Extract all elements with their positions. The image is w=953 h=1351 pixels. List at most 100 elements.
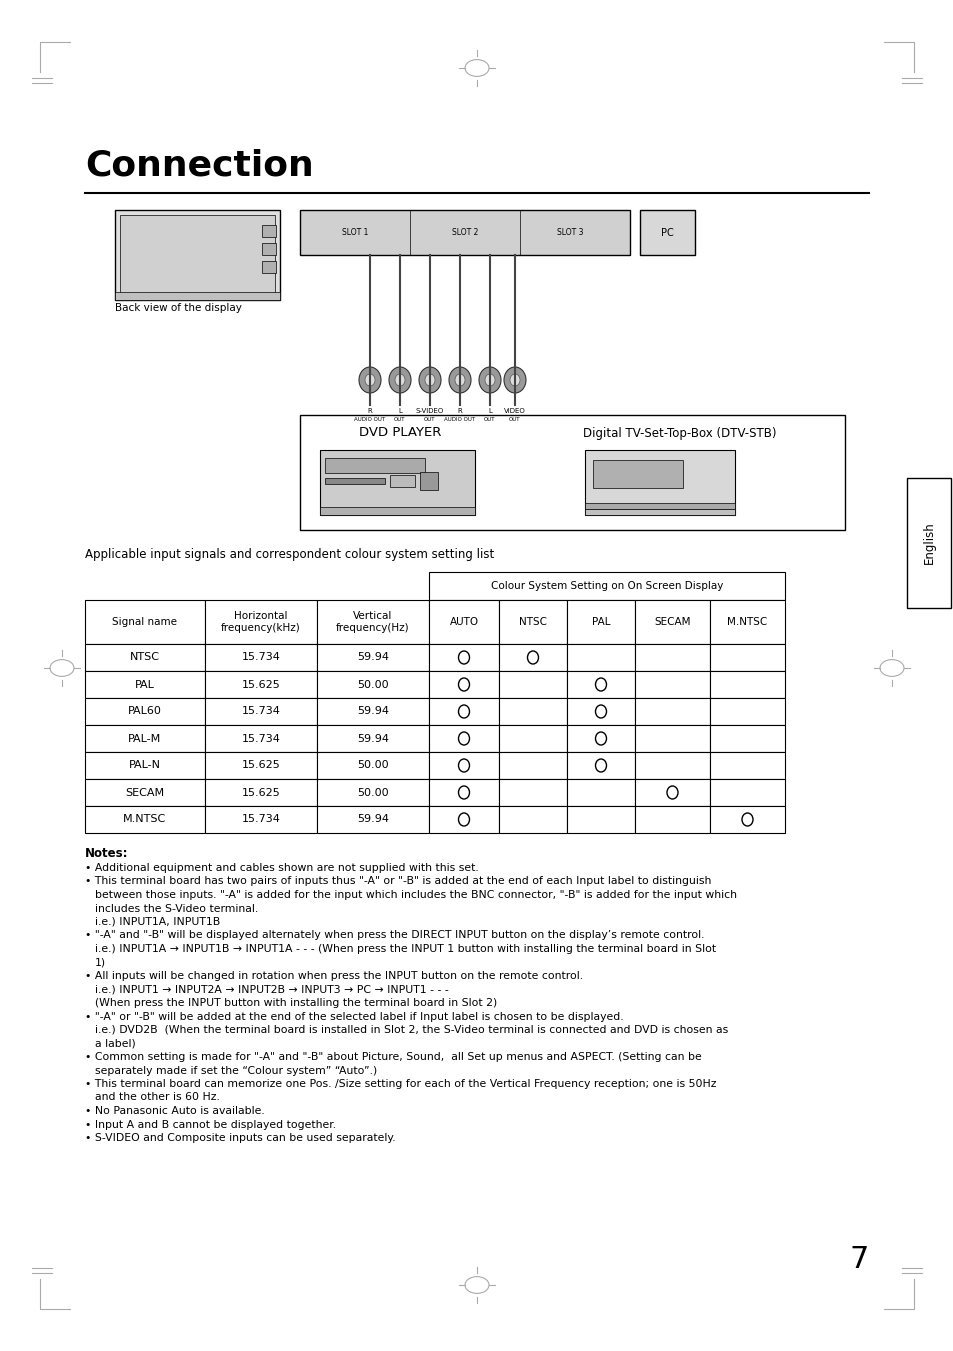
Text: L: L [488,408,492,413]
Text: • S-VIDEO and Composite inputs can be used separately.: • S-VIDEO and Composite inputs can be us… [85,1133,395,1143]
Ellipse shape [365,374,375,386]
Text: Digital TV-Set-Top-Box (DTV-STB): Digital TV-Set-Top-Box (DTV-STB) [582,427,776,439]
Text: English: English [922,521,935,565]
Bar [205,644,316,671]
Bar [498,780,566,807]
Bar [316,600,429,644]
Bar [85,753,205,780]
Bar [498,600,566,644]
Bar [498,725,566,753]
Bar [316,807,429,834]
Text: NTSC: NTSC [130,653,160,662]
Bar [709,671,784,698]
Bar [635,725,709,753]
Bar [325,478,385,484]
Bar [205,807,316,834]
Bar [566,725,635,753]
Text: i.e.) INPUT1A, INPUT1B: i.e.) INPUT1A, INPUT1B [95,917,220,927]
Bar [316,671,429,698]
Text: between those inputs. "-A" is added for the input which includes the BNC connect: between those inputs. "-A" is added for … [95,890,737,900]
Bar [205,780,316,807]
Text: AUDIO OUT: AUDIO OUT [444,417,475,422]
Text: i.e.) INPUT1A → INPUT1B → INPUT1A - - - (When press the INPUT 1 button with inst: i.e.) INPUT1A → INPUT1B → INPUT1A - - - … [95,944,716,954]
Bar [325,458,424,473]
Bar [566,671,635,698]
Ellipse shape [503,367,525,393]
Text: 15.734: 15.734 [241,653,280,662]
Bar [429,725,498,753]
Text: (When press the INPUT button with installing the terminal board in Slot 2): (When press the INPUT button with instal… [95,998,497,1008]
Ellipse shape [455,374,464,386]
Text: 1): 1) [95,958,106,967]
Bar [85,807,205,834]
Text: 15.734: 15.734 [241,815,280,824]
Text: • "-A" or "-B" will be added at the end of the selected label if Input label is : • "-A" or "-B" will be added at the end … [85,1012,623,1021]
Bar [316,725,429,753]
Text: R: R [367,408,372,413]
Bar [419,471,437,490]
Text: PAL-N: PAL-N [129,761,161,770]
Text: 15.734: 15.734 [241,707,280,716]
Bar [635,753,709,780]
Bar [635,780,709,807]
Bar [709,807,784,834]
Bar [566,644,635,671]
Text: Back view of the display: Back view of the display [115,303,242,313]
Text: Notes:: Notes: [85,847,129,861]
Text: PC: PC [660,227,673,238]
Text: Connection: Connection [85,149,314,182]
Bar [429,780,498,807]
Text: • Common setting is made for "-A" and "-B" about Picture, Sound,  all Set up men: • Common setting is made for "-A" and "-… [85,1052,701,1062]
Ellipse shape [449,367,471,393]
Text: R: R [457,408,462,413]
Text: 7: 7 [849,1246,868,1274]
Bar [429,600,498,644]
Text: OUT: OUT [394,417,405,422]
Text: i.e.) INPUT1 → INPUT2A → INPUT2B → INPUT3 → PC → INPUT1 - - -: i.e.) INPUT1 → INPUT2A → INPUT2B → INPUT… [95,985,448,994]
Ellipse shape [478,367,500,393]
Text: 50.00: 50.00 [356,680,389,689]
Text: • This terminal board can memorize one Pos. /Size setting for each of the Vertic: • This terminal board can memorize one P… [85,1079,716,1089]
Bar [115,292,280,300]
Bar [205,725,316,753]
Text: OUT: OUT [424,417,436,422]
Ellipse shape [395,374,405,386]
Bar [85,600,205,644]
Text: i.e.) DVD2B  (When the terminal board is installed in Slot 2, the S-Video termin: i.e.) DVD2B (When the terminal board is … [95,1025,727,1035]
Bar [299,209,629,255]
Bar [709,644,784,671]
Bar [262,226,275,236]
Text: and the other is 60 Hz.: and the other is 60 Hz. [95,1093,219,1102]
Bar [566,807,635,834]
Bar [566,698,635,725]
Bar [205,753,316,780]
Bar [429,671,498,698]
Bar [906,478,950,608]
Bar [635,807,709,834]
Text: S-VIDEO: S-VIDEO [416,408,444,413]
Ellipse shape [418,367,440,393]
Text: L: L [397,408,401,413]
Bar [584,503,734,509]
Text: includes the S-Video terminal.: includes the S-Video terminal. [95,904,258,913]
Ellipse shape [389,367,411,393]
Text: M.NTSC: M.NTSC [726,617,767,627]
Text: 59.94: 59.94 [356,815,389,824]
Bar [498,807,566,834]
Text: separately made if set the “Colour system” “Auto”.): separately made if set the “Colour syste… [95,1066,376,1075]
Bar [498,644,566,671]
Bar [566,600,635,644]
Bar [584,450,734,515]
Bar [390,476,415,486]
Bar [709,698,784,725]
Bar [635,671,709,698]
Ellipse shape [424,374,435,386]
Text: Signal name: Signal name [112,617,177,627]
Text: • No Panasonic Auto is available.: • No Panasonic Auto is available. [85,1106,265,1116]
Text: 50.00: 50.00 [356,788,389,797]
Bar [498,671,566,698]
Bar [85,644,205,671]
Text: OUT: OUT [509,417,520,422]
Bar [316,698,429,725]
Text: a label): a label) [95,1039,135,1048]
